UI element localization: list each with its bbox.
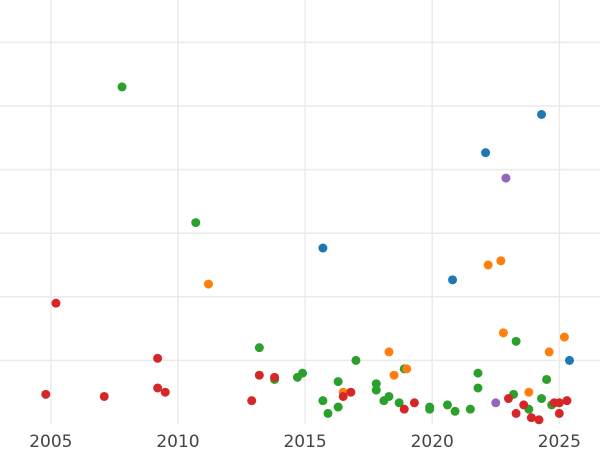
- data-point-s4-1: [491, 398, 501, 408]
- data-point-s3-0: [41, 389, 51, 399]
- data-point-s0-19: [442, 400, 452, 410]
- data-point-s3-15: [519, 400, 529, 410]
- x-tick-label-3: 2020: [411, 432, 454, 450]
- data-point-s0-1: [191, 218, 201, 228]
- data-point-s1-3: [537, 109, 547, 119]
- data-point-s3-16: [526, 413, 536, 423]
- data-point-s0-15: [394, 398, 404, 408]
- data-point-s2-2: [384, 347, 394, 357]
- data-point-s0-6: [318, 396, 328, 406]
- data-point-s3-9: [338, 391, 348, 401]
- data-point-s1-0: [318, 243, 328, 253]
- data-point-s3-5: [160, 387, 170, 397]
- data-point-s2-0: [203, 279, 213, 289]
- data-point-s3-21: [562, 396, 572, 406]
- data-point-s2-10: [559, 332, 569, 342]
- data-point-s0-23: [473, 383, 483, 393]
- x-tick-label-2: 2015: [283, 432, 326, 450]
- data-point-s2-9: [544, 347, 554, 357]
- data-point-s3-7: [254, 370, 264, 380]
- data-point-s3-19: [554, 408, 564, 418]
- data-point-s3-1: [51, 298, 61, 308]
- x-tick-label-4: 2025: [538, 432, 581, 450]
- data-point-s0-10: [351, 355, 361, 365]
- data-point-s3-12: [409, 398, 419, 408]
- data-point-s0-20: [450, 406, 460, 416]
- data-point-s3-11: [399, 404, 409, 414]
- x-tick-label-1: 2010: [156, 432, 199, 450]
- data-point-s1-2: [481, 148, 491, 158]
- points-layer: [41, 82, 574, 425]
- data-point-s4-0: [501, 173, 511, 183]
- data-point-s1-4: [564, 355, 574, 365]
- data-point-s0-5: [298, 368, 308, 378]
- data-point-s0-12: [371, 385, 381, 395]
- data-point-s0-0: [117, 82, 127, 92]
- data-point-s0-9: [333, 402, 343, 412]
- x-tick-label-0: 2005: [29, 432, 72, 450]
- data-point-s0-25: [511, 336, 521, 346]
- data-point-s3-20: [554, 398, 564, 408]
- data-point-s0-27: [537, 394, 547, 404]
- data-point-s3-6: [247, 396, 257, 406]
- data-point-s3-3: [153, 353, 163, 363]
- data-point-s2-3: [389, 370, 399, 380]
- data-point-s3-17: [534, 415, 544, 425]
- data-point-s2-8: [524, 387, 534, 397]
- data-point-s1-1: [448, 275, 458, 285]
- data-point-s0-8: [333, 377, 343, 387]
- data-point-s0-14: [384, 391, 394, 401]
- data-point-s2-4: [402, 364, 412, 374]
- x-tick-labels: 2005 2010 2015 2020 2025: [29, 432, 581, 450]
- grid-layer: [0, 0, 600, 424]
- data-point-s0-21: [465, 404, 475, 414]
- data-point-s3-2: [99, 391, 109, 401]
- data-point-s3-10: [346, 387, 356, 397]
- data-point-s0-22: [473, 368, 483, 378]
- data-point-s3-13: [503, 394, 513, 404]
- data-point-s2-5: [483, 260, 493, 270]
- data-point-s0-18: [425, 404, 435, 414]
- data-point-s0-2: [254, 343, 264, 353]
- data-point-s3-14: [511, 408, 521, 418]
- data-point-s3-4: [153, 383, 163, 393]
- data-point-s0-28: [542, 374, 552, 384]
- data-point-s2-7: [498, 328, 508, 338]
- data-point-s0-11: [371, 379, 381, 389]
- data-point-s3-8: [270, 372, 280, 382]
- data-point-s2-6: [496, 256, 506, 266]
- data-point-s0-7: [323, 408, 333, 418]
